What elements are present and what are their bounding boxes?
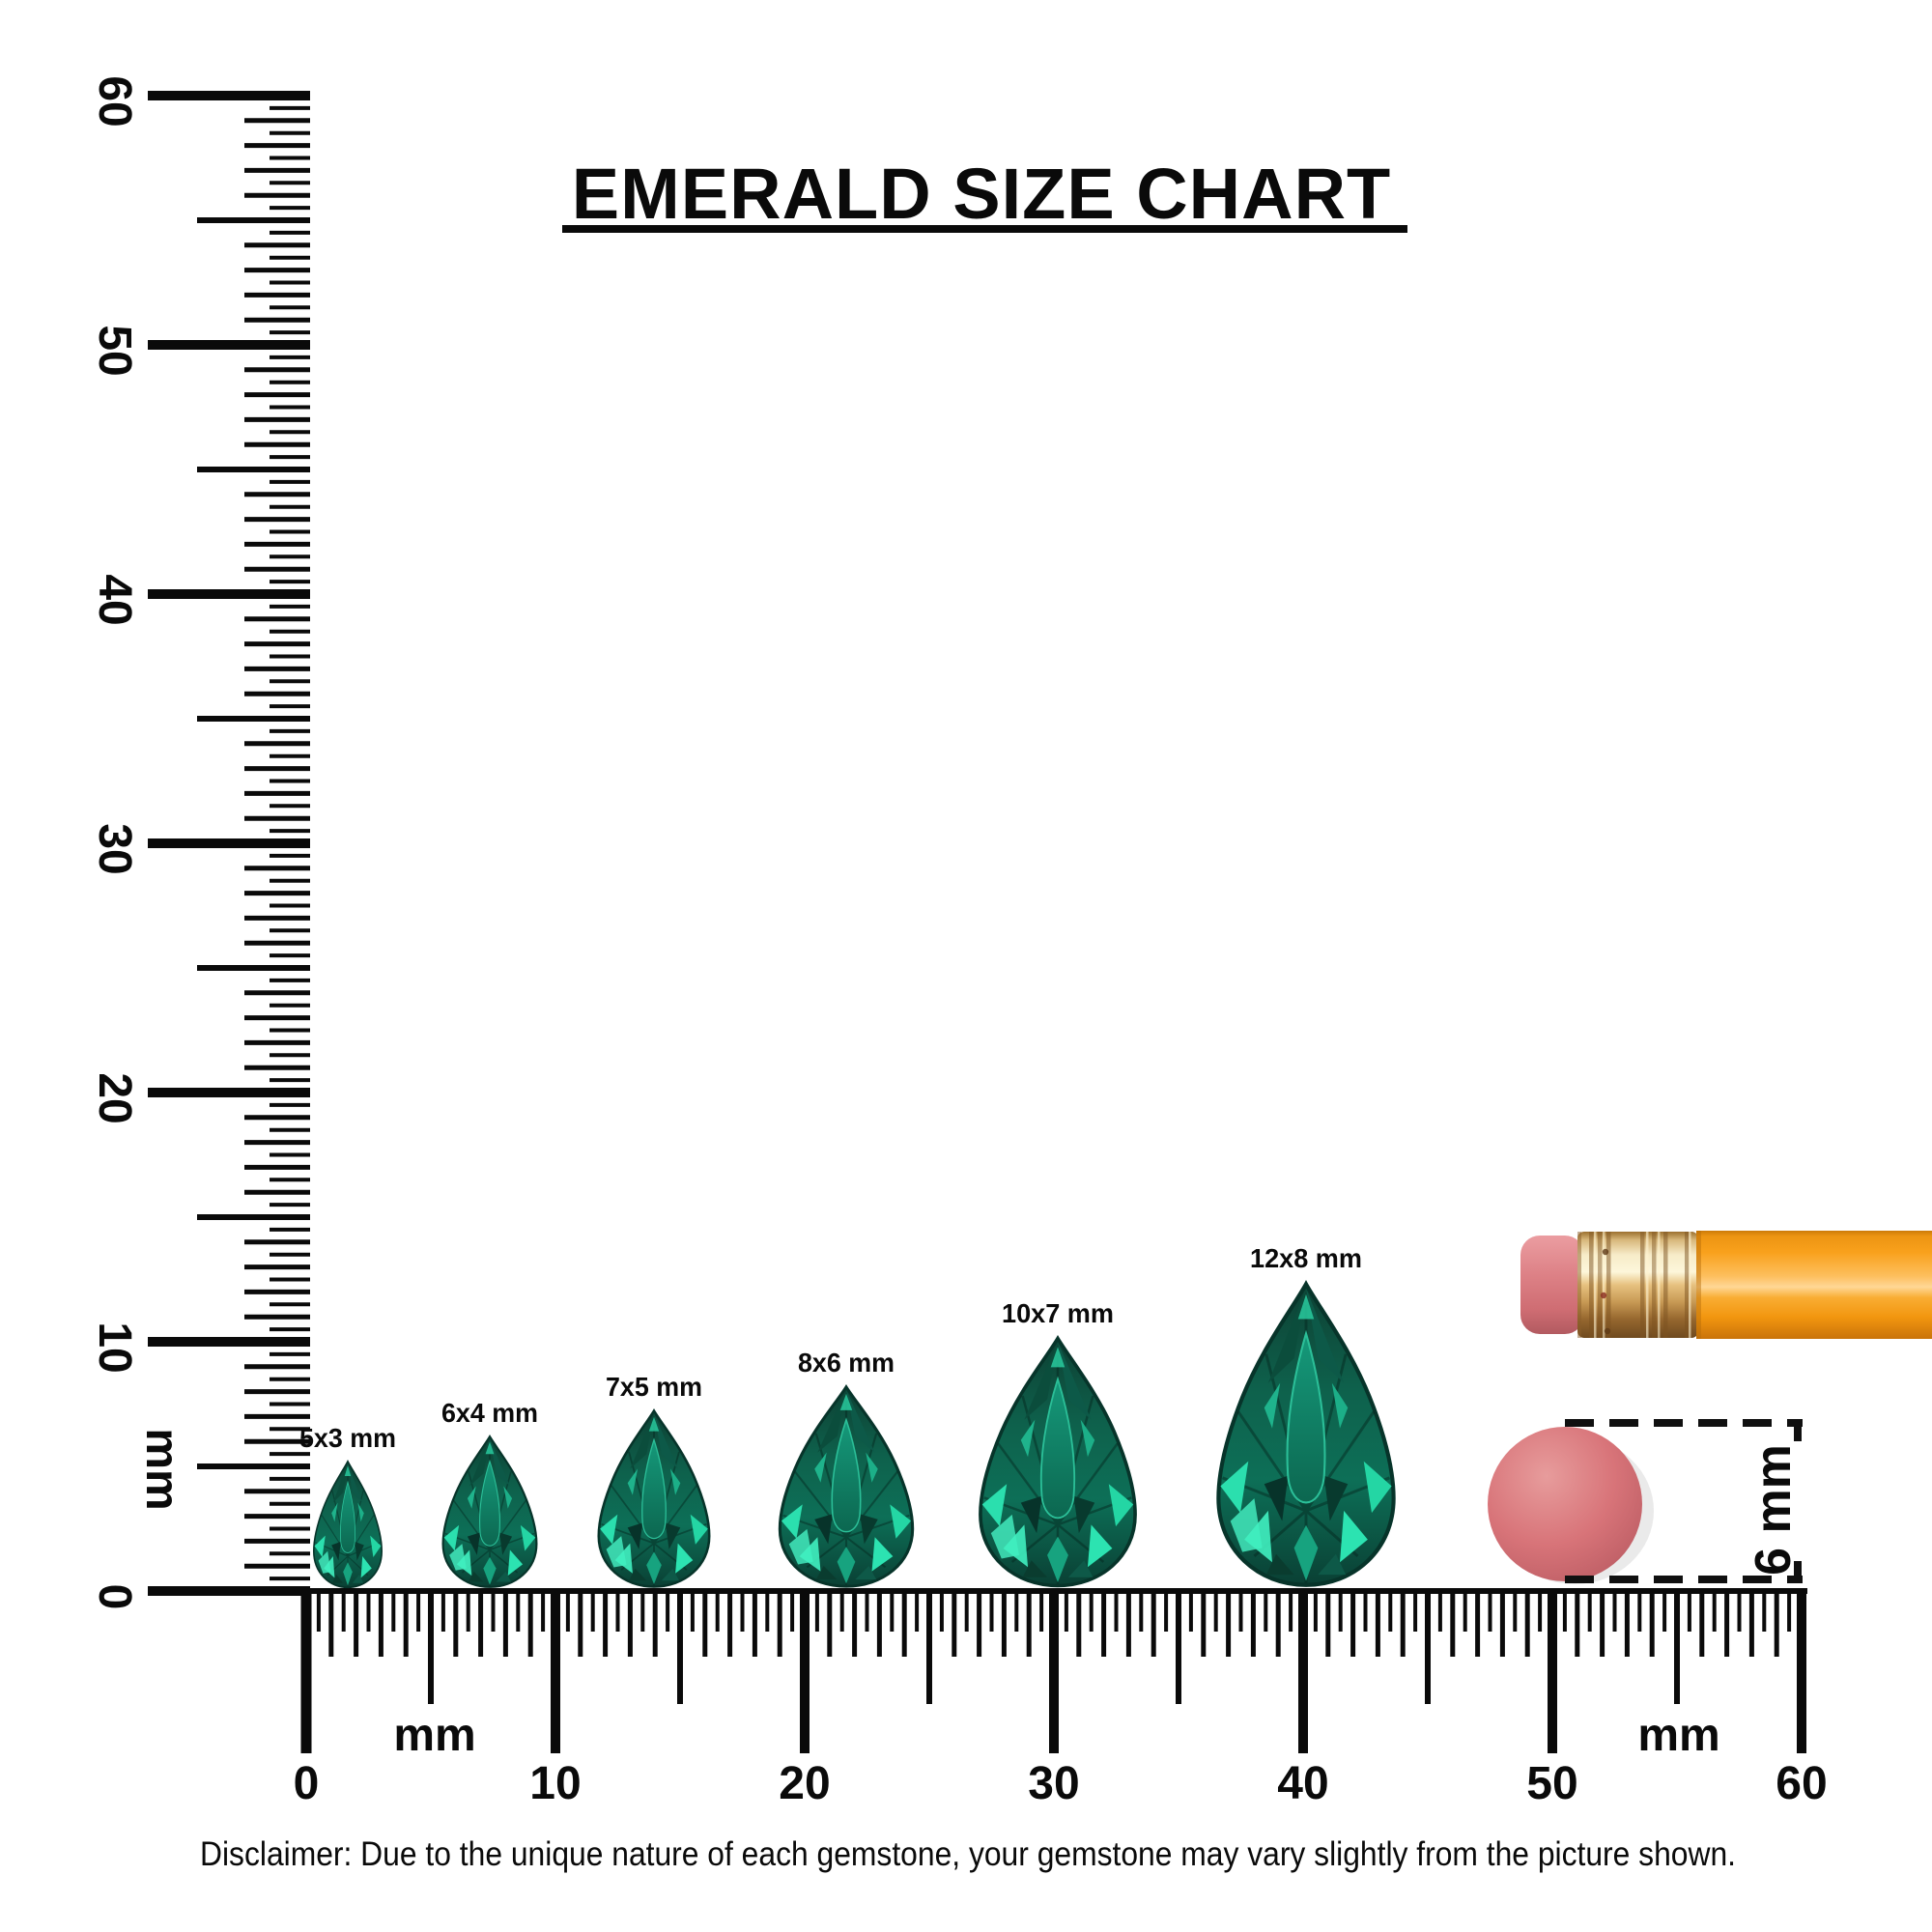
- pear-emerald-gem-12x8-mm: [1218, 1284, 1393, 1584]
- gem-size-label: 10x7 mm: [1002, 1298, 1114, 1328]
- v-ruler-label-50: 50: [89, 325, 140, 376]
- h-ruler-unit-left: mm: [393, 1710, 475, 1761]
- v-ruler-label-20: 20: [89, 1072, 140, 1123]
- gem-size-label: 5x3 mm: [299, 1423, 396, 1453]
- vertical-ruler-ticks: [148, 91, 310, 1596]
- horizontal-ruler-ticks: [300, 1589, 1806, 1753]
- pear-emerald-gem-5x3-mm: [312, 1460, 384, 1589]
- title-group: EMERALD SIZE CHART: [562, 154, 1407, 234]
- reference-circle: [1488, 1427, 1642, 1581]
- v-ruler-label-40: 40: [89, 574, 140, 625]
- pencil-body: [1696, 1231, 1932, 1339]
- v-ruler-label-10: 10: [89, 1321, 140, 1373]
- pear-emerald-gem-10x7-mm: [979, 1336, 1137, 1588]
- h-ruler-label-10: 10: [529, 1758, 581, 1809]
- h-ruler-label-50: 50: [1526, 1758, 1577, 1809]
- h-ruler-unit-right: mm: [1637, 1710, 1719, 1761]
- h-ruler-label-60: 60: [1776, 1758, 1827, 1809]
- ferrule-crimp-ridges: [1577, 1232, 1691, 1338]
- page-title: EMERALD SIZE CHART: [572, 154, 1391, 234]
- pencil: [1520, 1231, 1932, 1339]
- gems-group: [312, 1284, 1394, 1589]
- pear-emerald-gem-8x6-mm: [778, 1385, 915, 1588]
- reference-circle-size-label: 6 mm: [1746, 1444, 1802, 1576]
- h-ruler-label-40: 40: [1277, 1758, 1328, 1809]
- gem-size-label: 6x4 mm: [441, 1398, 538, 1428]
- title-underline: [562, 225, 1407, 233]
- v-ruler-unit: mm: [136, 1428, 187, 1510]
- v-ruler-label-0: 0: [89, 1584, 140, 1610]
- vertical-ruler: 0 10 20 30 40 50 60 mm: [89, 75, 310, 1609]
- pear-emerald-gem-7x5-mm: [597, 1409, 711, 1588]
- h-ruler-label-20: 20: [779, 1758, 830, 1809]
- v-ruler-label-60: 60: [89, 75, 140, 127]
- gem-labels-group: 5x3 mm 6x4 mm 7x5 mm 8x6 mm 10x7 mm 12x8…: [299, 1243, 1362, 1453]
- h-ruler-label-30: 30: [1028, 1758, 1079, 1809]
- pencil-eraser: [1520, 1236, 1584, 1334]
- disclaimer-text: Disclaimer: Due to the unique nature of …: [200, 1835, 1736, 1873]
- reference-circle-group: 6 mm: [1488, 1419, 1803, 1584]
- gem-size-label: 7x5 mm: [606, 1372, 702, 1402]
- pear-emerald-gem-6x4-mm: [441, 1435, 538, 1588]
- pencil-body-seam: [1696, 1231, 1701, 1339]
- v-ruler-label-30: 30: [89, 823, 140, 874]
- horizontal-ruler: 0 10 20 30 40 50 60 mm mm: [294, 1588, 1828, 1809]
- gem-size-label: 12x8 mm: [1250, 1243, 1362, 1273]
- gem-size-label: 8x6 mm: [798, 1348, 895, 1378]
- h-ruler-label-0: 0: [294, 1758, 320, 1809]
